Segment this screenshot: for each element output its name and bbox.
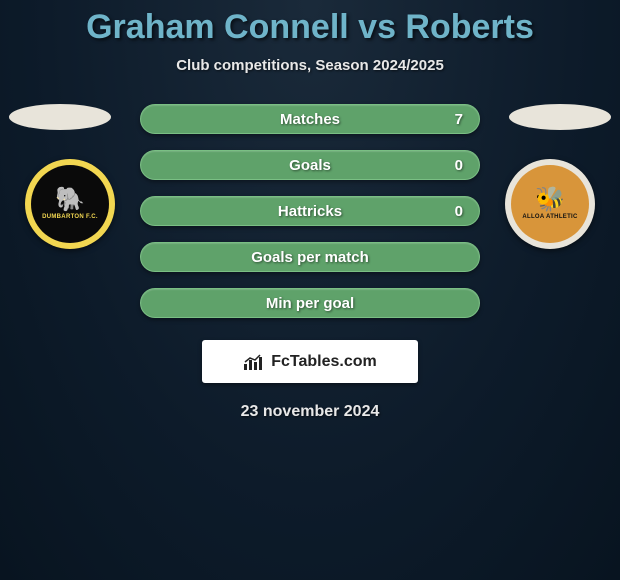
stat-bar: Min per goal — [140, 288, 480, 318]
stat-value: 0 — [455, 203, 463, 220]
comparison-panel: 🐘 DUMBARTON F.C. 🐝 ALLOA ATHLETIC Matche… — [0, 104, 620, 421]
stat-label: Goals per match — [251, 249, 369, 266]
player-right-shadow — [509, 104, 611, 130]
stat-bar: Hattricks 0 — [140, 196, 480, 226]
stat-bar: Goals per match — [140, 242, 480, 272]
stat-label: Goals — [289, 157, 331, 174]
team-right-label: ALLOA ATHLETIC — [522, 214, 577, 220]
elephant-icon: 🐘 — [55, 188, 85, 212]
brand-text: FcTables.com — [271, 353, 377, 371]
stat-bar: Matches 7 — [140, 104, 480, 134]
team-badge-right: 🐝 ALLOA ATHLETIC — [505, 159, 595, 249]
stat-value: 7 — [455, 111, 463, 128]
page-subtitle: Club competitions, Season 2024/2025 — [0, 57, 620, 74]
team-left-label: DUMBARTON F.C. — [42, 214, 98, 220]
player-left-shadow — [9, 104, 111, 130]
stat-bar: Goals 0 — [140, 150, 480, 180]
stat-label: Hattricks — [278, 203, 342, 220]
brand-box: FcTables.com — [202, 340, 418, 383]
page-title: Graham Connell vs Roberts — [0, 0, 620, 47]
stat-bars: Matches 7 Goals 0 Hattricks 0 Goals per … — [140, 104, 480, 318]
stat-label: Min per goal — [266, 295, 354, 312]
team-badge-left-inner: 🐘 DUMBARTON F.C. — [31, 165, 109, 243]
team-badge-left: 🐘 DUMBARTON F.C. — [25, 159, 115, 249]
bee-icon: 🐝 — [535, 188, 565, 212]
chart-icon — [243, 353, 265, 371]
stat-label: Matches — [280, 111, 340, 128]
stat-value: 0 — [455, 157, 463, 174]
date-text: 23 november 2024 — [0, 403, 620, 421]
team-badge-right-inner: 🐝 ALLOA ATHLETIC — [511, 165, 589, 243]
